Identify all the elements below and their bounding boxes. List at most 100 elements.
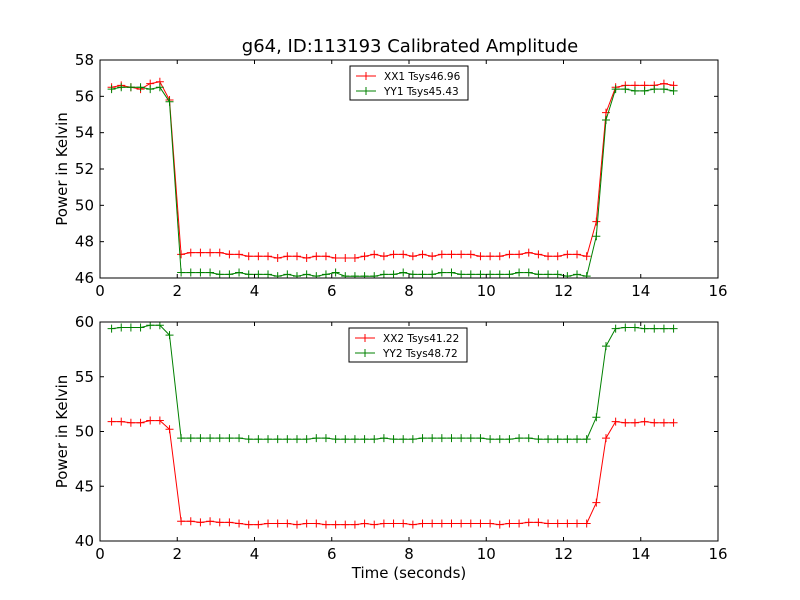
chart-1-series-1-point	[379, 252, 388, 261]
chart-1-series-1-point	[573, 250, 582, 259]
chart-1-series-2-point	[505, 270, 514, 278]
chart-1-series-2-point	[165, 97, 174, 106]
chart-2-series-1-point	[244, 520, 253, 529]
chart-1-series-2-point	[659, 85, 668, 94]
chart-2-series-2-point	[495, 435, 504, 444]
chart-2-series-2-point	[399, 435, 408, 444]
chart-2-series-2-point	[553, 435, 562, 444]
chart-1-series-2-point	[196, 268, 205, 277]
chart-1-series-2-point	[370, 272, 379, 278]
chart-1-x-tick-label: 8	[404, 282, 414, 300]
chart-2-series-1-point	[235, 519, 244, 528]
chart-1-series-1-point	[399, 250, 408, 259]
chart-2-series-1-point	[360, 519, 369, 528]
chart-2-series-1-line	[111, 420, 674, 526]
chart-1-series-1-point	[457, 250, 466, 259]
chart-2-series-1-point	[611, 417, 620, 426]
chart-2-series-1-point	[582, 519, 591, 528]
chart-2-legend-marker	[361, 349, 369, 357]
chart-2-series-1-point	[283, 519, 292, 528]
chart-1-series-2-point	[418, 270, 427, 278]
chart-2-series-1-point	[524, 518, 533, 527]
chart-1-series-2-point	[466, 270, 475, 278]
chart-2-series-2-point	[206, 434, 215, 443]
chart-2-series-1-point	[126, 418, 135, 427]
chart-title: g64, ID:113193 Calibrated Amplitude	[242, 36, 578, 57]
chart-1-series-1-point	[321, 252, 330, 261]
chart-1-series-1-point	[476, 252, 485, 261]
chart-2-series-2-point	[350, 435, 359, 444]
chart-2-series-2-point	[254, 435, 263, 444]
chart-1-series-1-point	[350, 254, 359, 263]
chart-1-x-tick-label: 6	[327, 282, 337, 300]
chart-2-series-1-point	[601, 434, 610, 443]
chart-2-series-2-point	[582, 435, 591, 444]
chart-1-x-tick-label: 4	[250, 282, 260, 300]
chart-2-series-2-point	[331, 435, 340, 444]
chart-2-series-2-point	[186, 434, 195, 443]
chart-2-series-1-point	[495, 520, 504, 529]
chart-1-series-2-point	[107, 85, 116, 94]
chart-1-x-tick-label: 12	[554, 282, 573, 300]
chart-1-series-2-point	[457, 270, 466, 278]
chart-2-x-tick-label: 16	[708, 545, 727, 563]
chart-2-series-1-point	[302, 519, 311, 528]
chart-1-series-1-point	[370, 250, 379, 259]
chart-2-series-1-point	[225, 518, 234, 527]
chart-1-x-tick-label: 2	[172, 282, 182, 300]
chart-2-series-1-point	[186, 517, 195, 526]
chart-2-series-2-point	[126, 323, 135, 332]
chart-1-series-2-point	[283, 270, 292, 278]
chart-2-series-1-point	[573, 519, 582, 528]
chart-1-series-1-point	[505, 250, 514, 259]
chart-1-x-tick-label: 10	[477, 282, 496, 300]
chart-2-series-2-point	[165, 331, 174, 340]
chart-2-series-2-point	[408, 435, 417, 444]
chart-2-series-2-point	[292, 435, 301, 444]
chart-2-y-tick-label: 60	[75, 313, 94, 331]
chart-2-series-1-point	[486, 519, 495, 528]
chart-2-series-1-point	[437, 519, 446, 528]
chart-1-series-1-line	[111, 81, 674, 259]
chart-1-series-1-point	[186, 248, 195, 257]
chart-1-y-tick-label: 46	[75, 269, 94, 287]
chart-1-series-2-point	[476, 270, 485, 278]
chart-1-series-2-point	[486, 270, 495, 278]
chart-1-x-tick-label: 16	[708, 282, 727, 300]
chart-2-series-1-point	[408, 520, 417, 529]
chart-2-series-2-point	[486, 435, 495, 444]
chart-1-series-1-point	[447, 250, 456, 259]
chart-1-y-tick-label: 48	[75, 233, 94, 251]
chart-2-series-1-point	[254, 520, 263, 529]
chart-1-series-2-point	[408, 270, 417, 278]
chart-2-series-2-point	[117, 323, 126, 332]
chart-1-series-2-point	[206, 268, 215, 277]
chart-2-legend-marker	[361, 334, 369, 342]
chart-1-series-1-point	[582, 252, 591, 261]
chart-1-series-2-point	[524, 268, 533, 277]
chart-1-series-1-point	[244, 252, 253, 261]
chart-1-series-2	[107, 83, 678, 278]
chart-2-series-1-point	[630, 418, 639, 427]
chart-2-series-2-point	[563, 435, 572, 444]
chart-1-series-1-point	[225, 250, 234, 259]
chart-1-x-tick-label: 0	[95, 282, 105, 300]
chart-1-series-2-point	[544, 270, 553, 278]
chart-1-series-2-point	[302, 270, 311, 278]
chart-1-series-2-point	[399, 268, 408, 277]
chart-1-series-2-point	[437, 268, 446, 277]
chart-2-series-2-point	[379, 434, 388, 443]
chart-1-series-1-point	[360, 252, 369, 261]
chart-1-series-2-point	[650, 85, 659, 94]
chart-2-series-1-point	[505, 519, 514, 528]
chart-1-series-1-point	[235, 250, 244, 259]
chart-1-series-2-point	[273, 272, 282, 278]
chart-2-x-tick-label: 10	[477, 545, 496, 563]
chart-1-series-1-point	[486, 252, 495, 261]
chart-2-series-2-point	[155, 322, 164, 330]
chart-1-series-2-point	[582, 272, 591, 278]
chart-2-series-1-point	[553, 519, 562, 528]
chart-1-series-2-point	[621, 85, 630, 94]
chart-2-series-1-point	[117, 417, 126, 426]
chart-1-series-2-point	[264, 270, 273, 278]
